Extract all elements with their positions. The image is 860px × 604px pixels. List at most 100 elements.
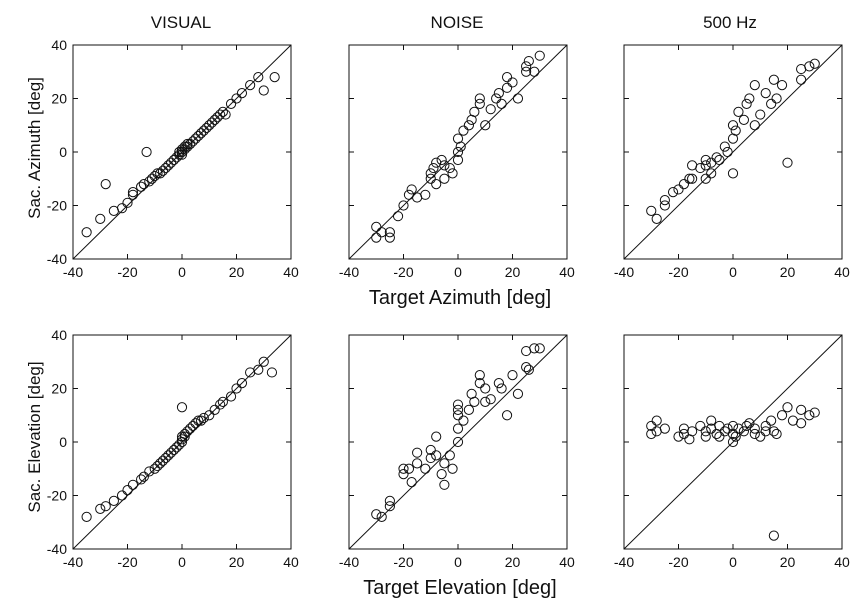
data-point (209, 114, 220, 126)
data-point (171, 152, 182, 163)
data-point (796, 74, 807, 85)
row-xlabel-elevation: Target Elevation [deg] (363, 577, 556, 599)
x-tick-label: 0 (178, 554, 186, 570)
unity-line (72, 44, 292, 260)
data-point (452, 410, 464, 421)
data-point (190, 418, 201, 429)
data-point (452, 404, 464, 415)
data-point (700, 431, 711, 442)
data-point (182, 138, 193, 150)
data-point (804, 410, 815, 421)
data-point (534, 50, 545, 61)
data-point (81, 511, 92, 523)
data-point (760, 88, 771, 99)
data-point (700, 426, 711, 437)
x-tick-label: -20 (668, 554, 688, 570)
x-tick-label: 40 (559, 554, 575, 570)
data-point (152, 168, 163, 179)
y-tick-label: -20 (47, 198, 67, 214)
data-point (187, 136, 198, 147)
data-point (651, 213, 662, 224)
x-tick-label: 0 (454, 264, 462, 280)
data-point (220, 109, 231, 120)
data-point (738, 114, 750, 126)
data-point (412, 447, 423, 458)
data-point (755, 109, 766, 120)
data-point (193, 415, 204, 426)
data-point (236, 88, 248, 99)
data-point (768, 426, 779, 437)
data-point (776, 410, 788, 421)
data-point (253, 72, 264, 83)
data-point (195, 415, 207, 426)
data-point (182, 426, 193, 437)
data-point (493, 88, 504, 99)
y-tick-label: 20 (51, 381, 67, 397)
unity-line (72, 334, 292, 550)
data-point (376, 227, 387, 238)
data-point (727, 436, 739, 448)
data-point (127, 479, 139, 490)
y-tick-label: 0 (59, 144, 67, 160)
data-point (744, 93, 755, 104)
data-point (231, 93, 242, 104)
data-point (95, 213, 106, 224)
data-point (179, 431, 190, 442)
data-point (176, 146, 188, 158)
y-tick-label: 40 (51, 37, 67, 53)
panels: -40 -20 0 20 40 -40 -20 0 20 40 -40 -20 0 20 40 -40 -20 0… (47, 37, 850, 570)
data-point (149, 463, 160, 474)
data-point (463, 404, 474, 415)
data-point (127, 187, 139, 198)
data-point (217, 106, 228, 117)
y-tick-label: 0 (59, 434, 67, 450)
data-point (727, 428, 739, 440)
data-point (667, 187, 679, 198)
data-point (673, 431, 684, 442)
data-point (398, 200, 409, 211)
data-point (392, 211, 404, 222)
y-tick-label: 40 (51, 327, 67, 343)
data-point (100, 501, 111, 512)
data-point (236, 378, 248, 389)
data-point (523, 364, 534, 375)
data-point (187, 420, 198, 432)
data-point (749, 423, 760, 434)
data-point (174, 149, 185, 160)
data-point (687, 426, 698, 437)
data-point (371, 232, 382, 243)
data-point (782, 402, 793, 413)
data-point (258, 85, 269, 96)
data-point (722, 423, 733, 434)
data-point (493, 378, 504, 389)
data-point (474, 93, 485, 104)
data-point (269, 72, 280, 83)
data-point (398, 469, 409, 480)
data-point (100, 179, 111, 190)
data-point (659, 195, 670, 206)
data-point (452, 436, 464, 448)
data-point (512, 388, 524, 399)
data-point (176, 144, 188, 155)
data-point (431, 450, 442, 461)
data-point (168, 444, 179, 456)
panel-3: -40 -20 0 20 40 -40 -20 0 20 40 (47, 327, 299, 570)
data-point (766, 98, 777, 109)
data-point (431, 179, 442, 190)
row-xlabel-azimuth: Target Azimuth [deg] (369, 287, 551, 309)
data-point (436, 154, 447, 166)
data-point (730, 125, 741, 136)
data-point (646, 420, 657, 432)
x-tick-label: -20 (117, 554, 137, 570)
data-point (198, 412, 209, 424)
data-point (444, 450, 455, 461)
data-point (646, 428, 657, 440)
data-point (182, 141, 193, 152)
data-point (447, 168, 458, 179)
data-point (719, 141, 730, 152)
data-point (439, 160, 450, 171)
x-tick-label: -20 (117, 264, 137, 280)
panel-1: -40 -20 0 20 40 (339, 44, 575, 280)
data-point (420, 463, 431, 474)
